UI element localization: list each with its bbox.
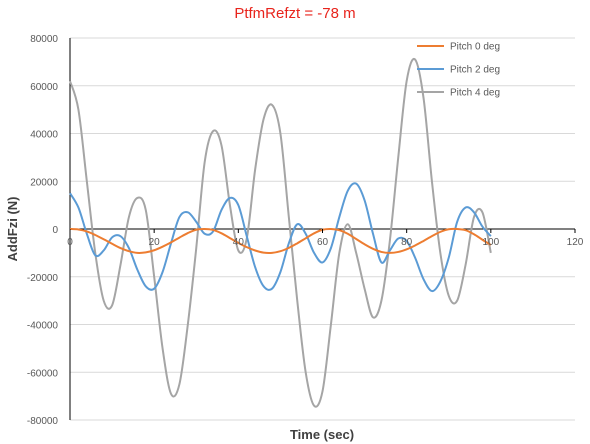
y-tick-label: -40000 xyxy=(27,321,59,332)
series-line-pitch-0-deg xyxy=(69,227,492,255)
x-tick-label: 100 xyxy=(482,237,499,248)
y-tick-label: 80000 xyxy=(30,34,58,45)
x-tick-label: 40 xyxy=(233,237,245,248)
y-tick-label: -60000 xyxy=(27,368,59,379)
legend-label-pitch-0-deg: Pitch 0 deg xyxy=(450,42,500,53)
x-tick-label: 20 xyxy=(149,237,161,248)
legend-label-pitch-4-deg: Pitch 4 deg xyxy=(450,88,500,99)
x-tick-label: 80 xyxy=(401,237,413,248)
x-tick-label: 120 xyxy=(567,237,584,248)
series-group xyxy=(69,57,492,408)
series-line-pitch-4-deg xyxy=(69,57,492,408)
y-tick-label: 60000 xyxy=(30,82,58,93)
y-axis-title: AddFzi (N) xyxy=(5,197,20,262)
y-tick-label: 20000 xyxy=(30,177,58,188)
x-axis-title: Time (sec) xyxy=(290,427,354,442)
legend-label-pitch-2-deg: Pitch 2 deg xyxy=(450,65,500,76)
y-tick-label: -80000 xyxy=(27,416,59,427)
y-tick-label: -20000 xyxy=(27,273,59,284)
x-axis-ticks: 0 20 40 60 80 100 120 xyxy=(67,229,584,248)
y-tick-label: 0 xyxy=(52,225,58,236)
legend: Pitch 0 deg Pitch 2 deg Pitch 4 deg xyxy=(417,42,500,99)
x-tick-label: 60 xyxy=(317,237,329,248)
y-axis-ticks: 80000 60000 40000 20000 0 -20000 -40000 -60000 -… xyxy=(27,34,59,427)
chart-title: PtfmRefzt = -78 m xyxy=(234,5,355,22)
x-tick-label: 0 xyxy=(67,237,73,248)
series-line-pitch-2-deg xyxy=(69,182,492,293)
y-tick-label: 40000 xyxy=(30,130,58,141)
